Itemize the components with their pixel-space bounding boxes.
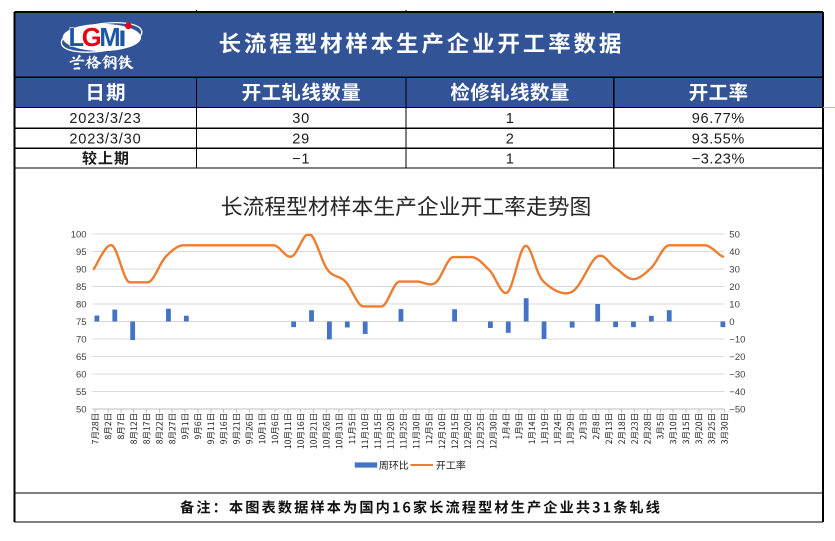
svg-text:20: 20 [729,282,740,293]
svg-text:90: 90 [76,264,87,275]
svg-text:−10: −10 [729,334,745,345]
svg-text:80: 80 [76,299,87,310]
svg-text:30: 30 [729,264,740,275]
svg-text:1: 1 [506,111,514,127]
svg-text:−30: −30 [729,369,745,380]
svg-text:−3.23%: −3.23% [692,151,746,167]
svg-text:10: 10 [729,299,740,310]
svg-text:60: 60 [76,369,87,380]
svg-text:LGMı: LGMı [69,20,126,53]
svg-text:55: 55 [76,387,87,398]
svg-text:70: 70 [76,334,87,345]
svg-text:2023/3/30: 2023/3/30 [69,132,141,148]
svg-text:40: 40 [729,247,740,258]
svg-text:75: 75 [76,317,87,328]
svg-text:100: 100 [71,229,87,240]
svg-text:30: 30 [292,111,310,127]
svg-text:−50: −50 [729,404,745,415]
svg-text:29: 29 [292,132,310,148]
svg-text:95: 95 [76,247,87,258]
svg-text:0: 0 [729,317,734,328]
svg-text:2: 2 [506,132,514,148]
svg-text:65: 65 [76,352,87,363]
svg-text:1: 1 [506,151,514,167]
svg-text:93.55%: 93.55% [692,132,745,148]
svg-text:2023/3/23: 2023/3/23 [69,111,141,127]
svg-text:96.77%: 96.77% [692,111,745,127]
svg-text:−20: −20 [729,352,745,363]
svg-text:85: 85 [76,282,87,293]
svg-text:50: 50 [76,404,87,415]
svg-text:50: 50 [729,229,740,240]
svg-text:−1: −1 [292,151,310,167]
svg-text:−40: −40 [729,387,745,398]
